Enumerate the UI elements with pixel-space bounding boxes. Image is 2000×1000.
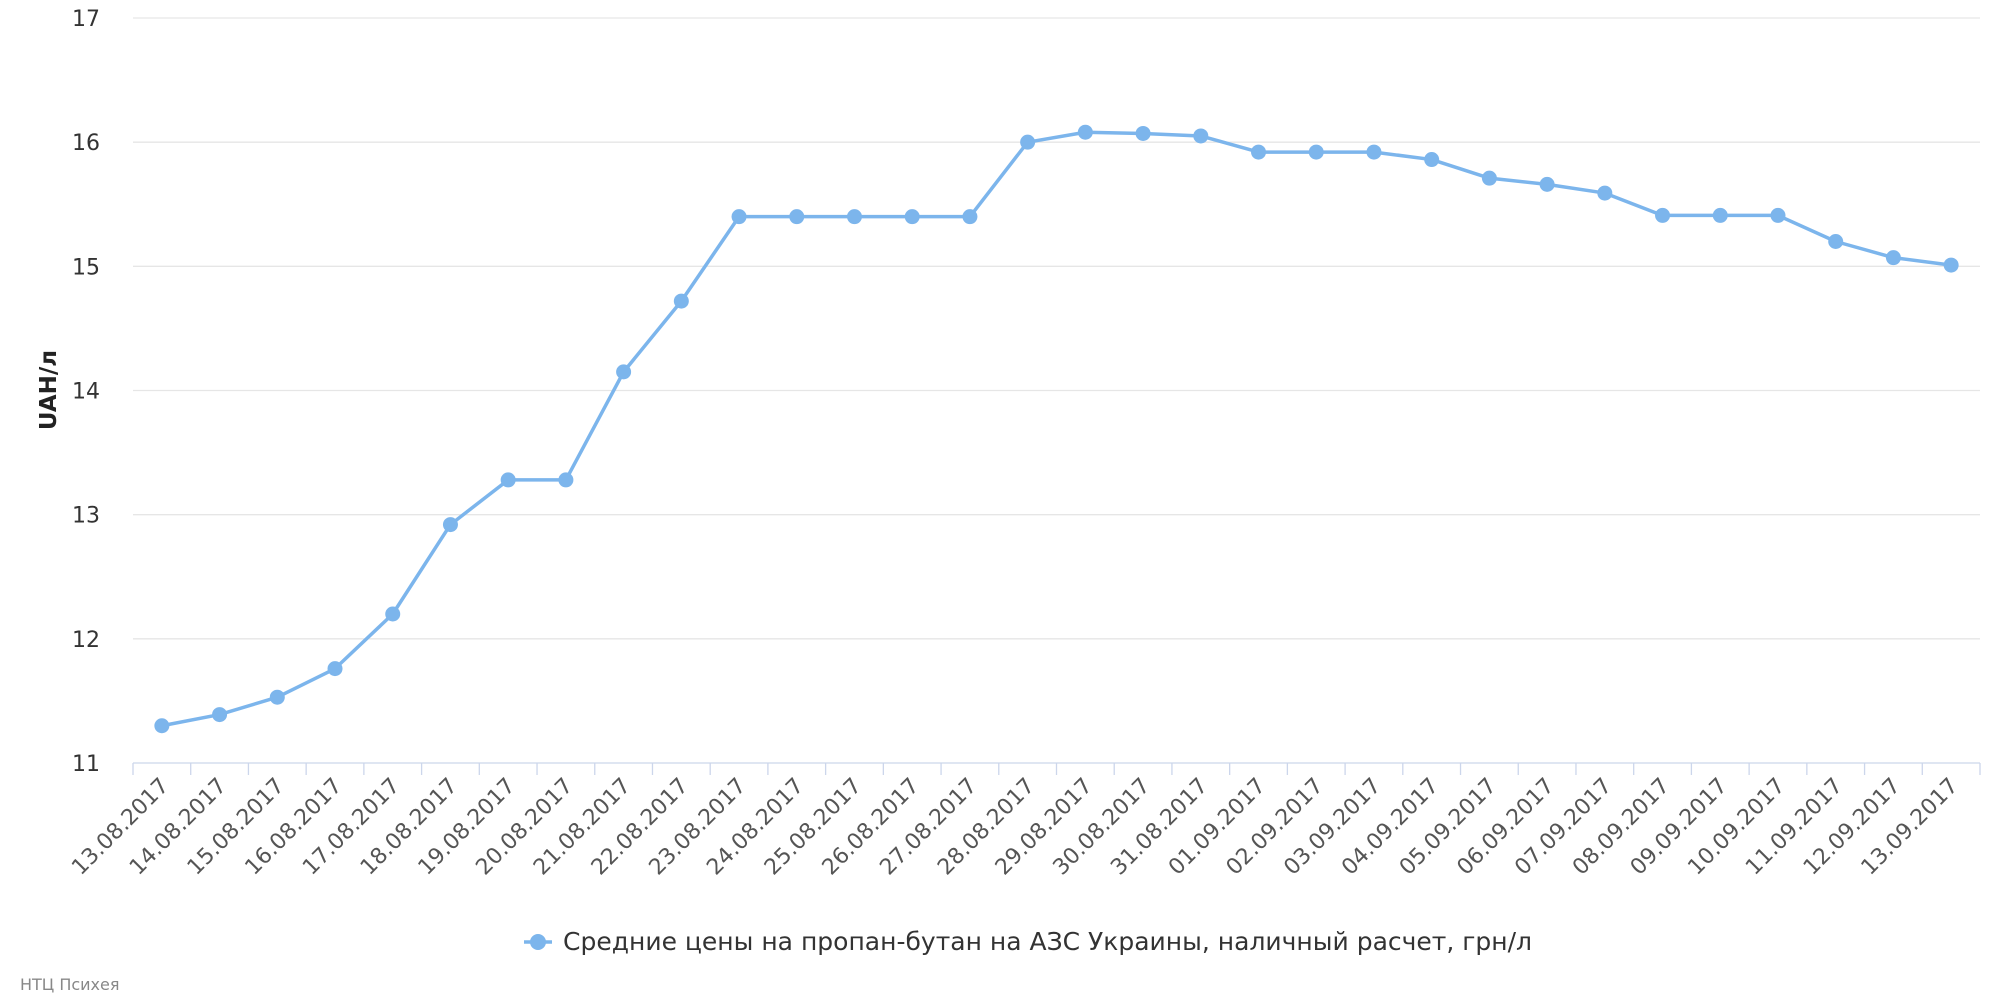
data-point[interactable] [269,689,285,705]
chart-credit[interactable]: НТЦ Психея [20,975,119,994]
data-point[interactable] [558,472,574,488]
data-point[interactable] [1077,124,1093,140]
data-point[interactable] [962,209,978,225]
y-tick-label: 16 [72,131,100,156]
data-point[interactable] [154,718,170,734]
data-point[interactable] [385,606,401,622]
series-layer [154,124,1959,734]
data-point[interactable] [1020,134,1036,150]
data-point[interactable] [1424,152,1440,168]
data-point[interactable] [1135,125,1151,141]
data-point[interactable] [1943,257,1959,273]
data-point[interactable] [846,209,862,225]
legend-label: Средние цены на пропан-бутан на АЗС Укра… [563,927,1532,956]
data-point[interactable] [1712,207,1728,223]
data-point[interactable] [442,517,458,533]
data-point[interactable] [1655,207,1671,223]
data-point[interactable] [1885,250,1901,266]
data-point[interactable] [212,707,228,723]
data-point[interactable] [1193,128,1209,144]
y-tick-label: 14 [72,380,100,405]
data-point[interactable] [500,472,516,488]
data-point[interactable] [1539,176,1555,192]
data-point[interactable] [731,209,747,225]
legend-point-marker [530,934,546,950]
y-axis-title: UAH/л [36,350,62,430]
data-point[interactable] [673,293,689,309]
y-axis: 11 12 13 14 15 16 17 [72,7,100,777]
data-point[interactable] [1366,144,1382,160]
data-point[interactable] [904,209,920,225]
data-point[interactable] [1308,144,1324,160]
legend[interactable]: Средние цены на пропан-бутан на АЗС Укра… [524,927,1532,956]
data-point[interactable] [327,661,343,677]
data-point[interactable] [1597,185,1613,201]
y-tick-label: 12 [72,628,100,653]
grid-lines [133,17,1980,640]
x-axis: 13.08.201714.08.201715.08.201716.08.2017… [67,762,1981,880]
data-point[interactable] [789,209,805,225]
data-point[interactable] [1770,207,1786,223]
data-point[interactable] [1828,234,1844,249]
y-tick-label: 15 [72,255,100,280]
data-point[interactable] [616,364,632,380]
y-tick-label: 13 [72,504,100,529]
data-point[interactable] [1481,170,1497,186]
data-point[interactable] [1251,144,1267,160]
y-tick-label: 11 [72,752,100,777]
y-tick-label: 17 [72,7,100,32]
series-line[interactable] [160,130,1953,728]
